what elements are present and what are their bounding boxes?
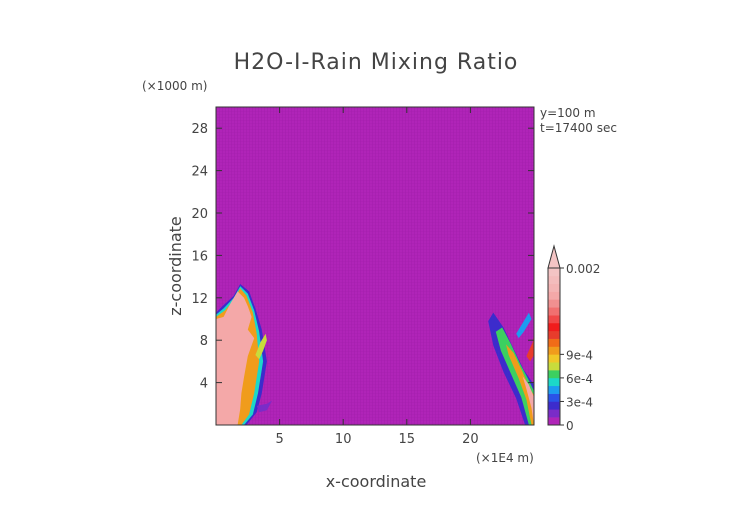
y-ticks: 4 8 12 16 20 24 28 xyxy=(191,122,534,392)
rain-features xyxy=(216,284,534,425)
y-tick-label: 8 xyxy=(200,334,208,349)
colorbar-swatch xyxy=(548,291,560,300)
colorbar-extend-arrow xyxy=(547,244,561,269)
x-unit-label: (×1E4 m) xyxy=(476,451,534,465)
colorbar-swatch xyxy=(548,377,560,387)
colorbar-swatch xyxy=(548,268,560,277)
left-shaft-streak xyxy=(255,333,267,360)
colorbar-swatch xyxy=(548,370,560,379)
annotation-t: t=17400 sec xyxy=(540,121,617,135)
right-shaft-core xyxy=(522,376,534,425)
y-tick-label: 16 xyxy=(191,249,208,264)
colorbar-swatch xyxy=(548,346,560,355)
colorbar-tick-label: 0.002 xyxy=(566,262,600,276)
colorbar-tick-label: 3e-4 xyxy=(566,395,593,409)
colorbar-swatch xyxy=(548,417,560,426)
colorbar-swatch xyxy=(548,315,560,324)
y-unit-label: (×1000 m) xyxy=(142,79,207,93)
annotation-y: y=100 m xyxy=(540,106,596,120)
colorbar-swatch xyxy=(548,362,560,371)
colorbar-swatch xyxy=(548,275,560,284)
colorbar-swatch xyxy=(548,330,560,339)
colorbar-tick-label: 9e-4 xyxy=(566,348,593,362)
chart-title: H2O-I-Rain Mixing Ratio xyxy=(234,50,519,75)
plot-background xyxy=(216,107,534,425)
x-tick-label: 20 xyxy=(462,432,479,447)
colorbar-swatch xyxy=(548,401,560,410)
plot-area: 5 10 15 20 4 8 12 16 20 24 28 xyxy=(191,106,535,447)
colorbar-swatch xyxy=(548,283,560,292)
colorbar-swatch xyxy=(548,393,560,402)
colorbar-swatch xyxy=(548,307,560,316)
x-tick-label: 5 xyxy=(275,432,283,447)
y-axis-label: z-coordinate xyxy=(166,216,185,316)
y-tick-label: 12 xyxy=(191,292,208,307)
colorbar-swatch xyxy=(548,409,560,418)
y-tick-label: 4 xyxy=(200,377,208,392)
x-tick-label: 10 xyxy=(335,432,352,447)
left-shaft-core xyxy=(216,291,255,425)
colorbar-swatch xyxy=(548,338,560,347)
x-tick-label: 15 xyxy=(399,432,416,447)
colorbar-tick-label: 6e-4 xyxy=(566,372,593,386)
colorbar: 0 3e-4 6e-4 9e-4 0.002 xyxy=(547,244,600,433)
plot-frame xyxy=(215,106,535,426)
colorbar-swatch xyxy=(548,299,560,308)
colorbar-swatch xyxy=(548,322,560,332)
y-tick-label: 28 xyxy=(191,122,208,137)
colorbar-swatch xyxy=(548,385,560,394)
x-ticks: 5 10 15 20 xyxy=(275,107,479,447)
colorbar-swatch xyxy=(548,354,560,363)
colorbar-frame xyxy=(547,267,561,426)
y-tick-label: 24 xyxy=(191,165,208,180)
colorbar-tick-label: 0 xyxy=(566,419,574,433)
x-axis-label: x-coordinate xyxy=(326,472,427,491)
right-shaft-red-streak xyxy=(526,333,534,362)
right-shaft-green xyxy=(495,327,534,425)
left-shaft-trail xyxy=(256,400,272,413)
y-tick-label: 20 xyxy=(191,207,208,222)
right-shaft-streak xyxy=(516,312,532,339)
right-shaft-orange xyxy=(506,344,534,425)
